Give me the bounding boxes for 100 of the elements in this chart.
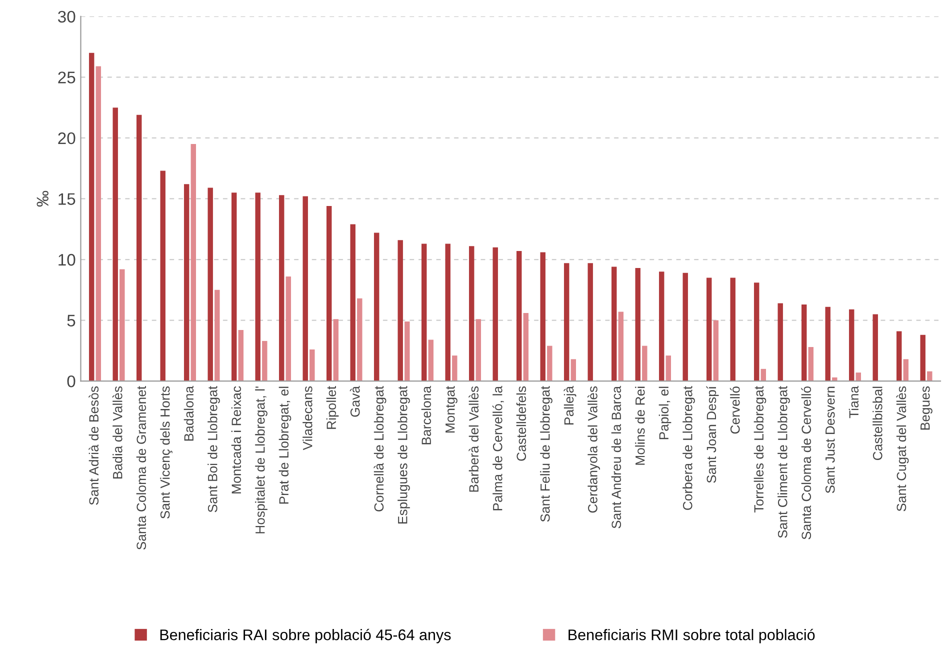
x-tick-label: Montgat	[446, 386, 458, 433]
y-tick-label: 25	[58, 72, 76, 84]
x-tick-label: Cerdanyola del Vallès	[588, 386, 600, 513]
bar	[523, 312, 529, 382]
bar	[310, 349, 315, 382]
x-tick-label: Tiana	[848, 386, 859, 418]
bar	[357, 298, 362, 382]
x-tick-label: Castelldefels	[516, 386, 526, 461]
y-tick-label: 20	[58, 132, 76, 144]
bar	[350, 224, 356, 382]
bar	[326, 206, 332, 382]
x-tick-label: Cornellà de Llobregat	[374, 386, 386, 512]
bar	[214, 290, 220, 382]
x-tick-label: Sant Joan Despí	[706, 386, 719, 483]
bar	[112, 108, 118, 382]
bar	[642, 346, 648, 382]
bar	[801, 304, 807, 382]
bar	[547, 346, 552, 382]
x-tick-label: Molins de Rei	[635, 386, 645, 465]
bar	[333, 319, 339, 382]
x-tick-label: Badalona	[184, 386, 194, 441]
x-tick-label: Badia del Vallès	[112, 386, 122, 478]
bar	[848, 309, 854, 382]
bar	[398, 240, 403, 382]
x-tick-label: Sant Andreu de la Barca	[611, 386, 622, 528]
bar	[618, 312, 624, 382]
bar	[658, 272, 664, 382]
bar	[404, 322, 410, 382]
y-tick-label: 30	[58, 10, 76, 23]
x-tick-label: Prat de Llobregat, el	[278, 386, 292, 504]
bar	[255, 192, 260, 382]
bar	[825, 306, 830, 382]
bar	[706, 278, 712, 382]
bar	[856, 372, 862, 382]
x-tick-label: Montcada i Reixac	[231, 386, 242, 494]
bar	[302, 196, 308, 382]
x-tick-label: Sant Vicenç dels Horts	[160, 386, 172, 519]
x-tick-label: Esplugues de Llobregat	[398, 386, 410, 524]
bar	[682, 272, 688, 382]
bar	[570, 359, 576, 382]
bar	[492, 247, 498, 382]
bar	[588, 263, 593, 382]
x-tick-label: Corbera de Llobregat	[682, 386, 695, 510]
bar	[96, 66, 102, 382]
bar	[927, 371, 932, 382]
y-tick-label: 5	[67, 314, 76, 326]
legend-label: Beneficiaris RMI sobre total població	[568, 628, 815, 644]
x-tick-label: Begues	[920, 386, 932, 430]
x-tick-label: Cervelló	[730, 386, 740, 434]
x-tick-label: Hospitalet de Llobregat, l'	[255, 386, 268, 534]
bar	[278, 195, 284, 382]
bar	[896, 331, 902, 382]
bar	[666, 356, 672, 382]
x-tick-label: Sant Boi de Llobregat	[208, 386, 220, 512]
bar	[754, 282, 760, 382]
x-tick-label: Ripollet	[326, 386, 339, 429]
bar	[635, 268, 640, 382]
y-tick-label: 15	[58, 193, 76, 205]
bar	[468, 246, 474, 382]
bar	[231, 192, 237, 382]
x-tick-label: Castellbisbal	[872, 386, 882, 460]
x-tick-label: Papiol, el	[658, 386, 672, 440]
bar	[808, 347, 814, 382]
bar	[452, 356, 458, 382]
bar	[564, 263, 570, 382]
y-axis-title: ‰	[36, 190, 48, 207]
bar	[730, 278, 736, 382]
bar	[136, 114, 142, 382]
x-tick-label: Sant Adrià de Besòs	[88, 386, 99, 505]
y-tick-label: 10	[58, 254, 76, 266]
bar	[611, 266, 617, 382]
bar	[208, 188, 213, 382]
bar	[374, 232, 380, 382]
x-tick-label: Sant Climent de Llobregat	[778, 386, 790, 538]
bar	[713, 320, 719, 382]
bar	[262, 340, 268, 382]
legend-label: Beneficiaris RAI sobre població 45-64 anys	[160, 628, 451, 644]
bar	[920, 334, 926, 382]
bar	[903, 359, 909, 382]
x-tick-label: Barberà del Vallès	[468, 386, 479, 492]
x-tick-label: Sant Feliu de Llobregat	[540, 386, 552, 522]
bar	[760, 368, 766, 382]
y-tick-label: 0	[67, 375, 76, 388]
bar	[421, 244, 427, 382]
bar	[516, 251, 522, 382]
x-tick-label: Barcelona	[421, 386, 432, 444]
bar	[184, 184, 190, 382]
bar	[476, 319, 482, 382]
bar	[88, 52, 94, 382]
x-tick-label: Gavà	[350, 386, 360, 417]
bar	[120, 269, 125, 382]
bar	[190, 144, 196, 382]
bar	[428, 340, 434, 382]
x-tick-label: Palma de Cervelló, la	[492, 386, 504, 510]
bar	[540, 252, 546, 382]
x-tick-label: Sant Just Desvern	[825, 386, 835, 494]
x-tick-label: Pallejà	[564, 386, 576, 424]
bar	[445, 244, 450, 382]
x-tick-label: Santa Coloma de Gramenet	[136, 386, 146, 550]
bar	[286, 276, 292, 382]
